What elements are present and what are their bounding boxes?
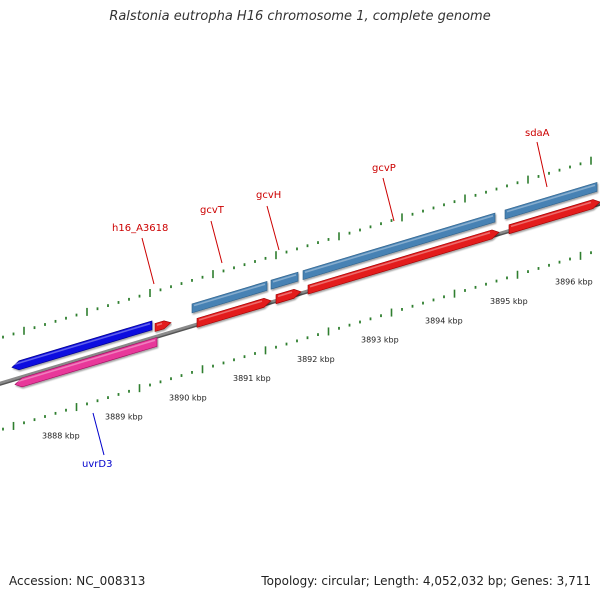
scale-label: 3888 kbp [42, 431, 80, 440]
cds-bar-sdaA-highlight [510, 201, 592, 228]
accession-text: Accession: NC_008313 [9, 574, 146, 588]
cds-bar-uvrD3 [14, 336, 158, 388]
gene-label-gcvP: gcvP [372, 163, 396, 174]
gene-bar-gcvT-highlight [193, 283, 266, 307]
lower-tick-track [2, 251, 592, 431]
upper-tick-track [2, 156, 592, 339]
gene-bar-sdaA [504, 181, 598, 220]
leader-line-gcvP [382, 177, 395, 222]
cds-bar-gcvP [307, 229, 500, 295]
gene-bar-gcvP-highlight [304, 215, 494, 273]
scale-label: 3890 kbp [169, 393, 207, 402]
gene-bar-uvrD3 [11, 320, 153, 371]
leader-line-h16_A3618 [141, 237, 155, 285]
gene-bar-gcvH [270, 271, 299, 290]
scale-label: 3896 kbp [555, 278, 593, 287]
map-title: Ralstonia eutropha H16 chromosome 1, com… [109, 9, 491, 24]
leader-line-gcvH [266, 205, 280, 251]
gene-label-sdaA: sdaA [525, 128, 550, 139]
cds-bar-sdaA [508, 199, 600, 235]
cds-bar-gcvP-highlight [309, 231, 491, 288]
genome-summary-text: Topology: circular; Length: 4,052,032 bp… [261, 574, 591, 588]
cds-bar-gcvT [196, 297, 272, 328]
cds-bar-h16_A3618-highlight [156, 322, 163, 326]
gene-bar-uvrD3-highlight [13, 322, 151, 366]
scale-label: 3889 kbp [105, 413, 143, 422]
cds-bar-gcvT-highlight [198, 300, 263, 321]
feature-track [11, 181, 600, 388]
gene-bar-sdaA-highlight [506, 184, 596, 213]
leader-line-uvrD3 [92, 412, 105, 456]
gene-bar-gcvP [302, 212, 496, 281]
gene-label-gcvT: gcvT [200, 205, 225, 216]
gene-bar-gcvH-highlight [272, 274, 297, 283]
gene-label-gcvH: gcvH [256, 190, 281, 201]
cds-bar-gcvH [275, 288, 302, 305]
leader-line-gcvT [210, 220, 223, 264]
cds-bar-uvrD3-highlight [16, 339, 156, 383]
gene-bar-gcvT [191, 280, 268, 314]
gene-label-uvrD3: uvrD3 [82, 459, 112, 470]
cds-bar-gcvH-highlight [277, 291, 293, 298]
label-layer: 3888 kbp 3889 kbp 3890 kbp 3891 kbp 3892 kbp… [42, 128, 593, 470]
scale-label: 3895 kbp [490, 297, 528, 306]
cds-bar-h16_A3618 [154, 320, 172, 332]
gene-label-h16_A3618: h16_A3618 [112, 223, 168, 234]
scale-label: 3892 kbp [297, 355, 335, 364]
leader-line-sdaA [536, 141, 548, 188]
scale-label: 3893 kbp [361, 336, 399, 345]
scale-label: 3894 kbp [425, 317, 463, 326]
scale-label: 3891 kbp [233, 374, 271, 383]
